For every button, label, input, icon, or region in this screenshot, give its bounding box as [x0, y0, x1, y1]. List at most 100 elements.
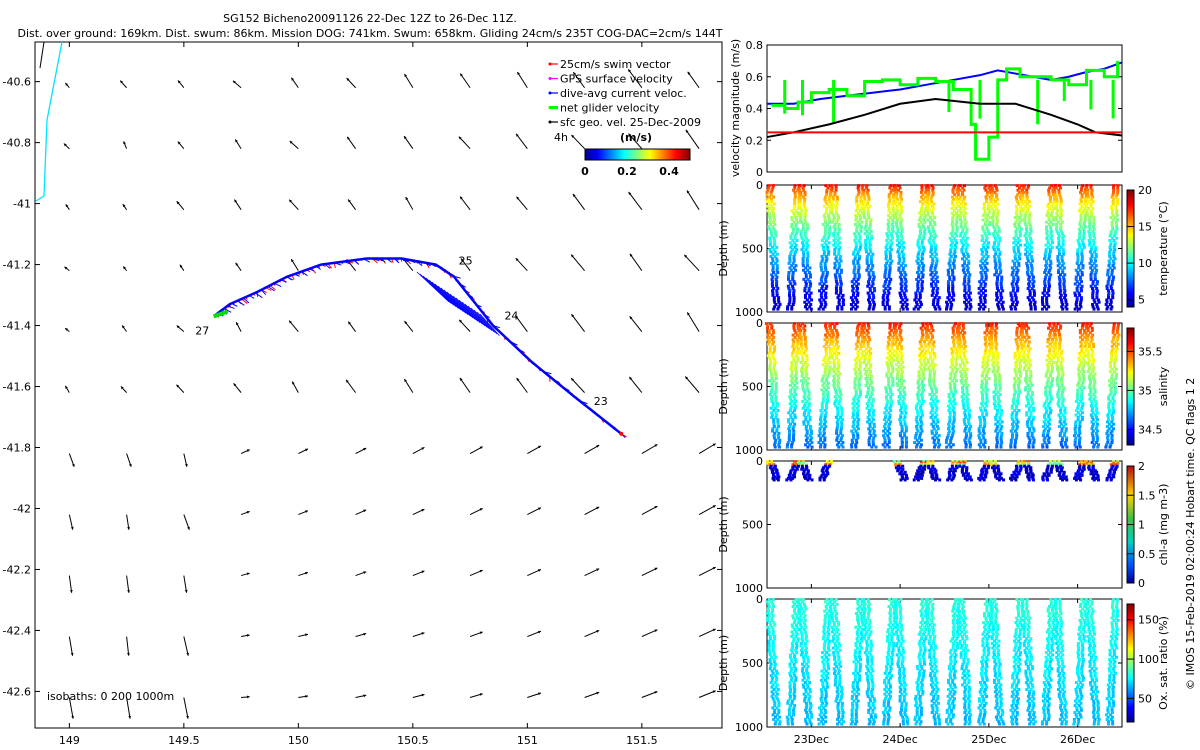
current-vector	[386, 258, 393, 263]
map-ytick-label: -41	[13, 198, 31, 211]
profile-point	[1028, 248, 1032, 252]
profile-point	[1017, 381, 1021, 385]
profile-point	[868, 245, 872, 249]
profile-point	[1110, 282, 1114, 286]
profile-point	[796, 206, 800, 210]
profile-point	[1047, 255, 1051, 259]
current-vector	[419, 273, 452, 304]
profile-point	[1028, 427, 1032, 431]
profile-point	[962, 266, 966, 270]
profile-point	[856, 268, 860, 272]
profile-point	[778, 303, 782, 307]
profile-point	[1080, 259, 1084, 263]
profile-point	[872, 409, 876, 413]
geo-velocity-vector	[68, 636, 74, 656]
profile-point	[801, 222, 805, 226]
profile-point	[1089, 275, 1093, 279]
profile-point	[1015, 271, 1019, 275]
profile-point	[896, 236, 900, 240]
profile-point	[1109, 257, 1113, 261]
profile-point	[921, 273, 925, 277]
profile-point	[869, 261, 873, 265]
profile-point	[833, 229, 837, 233]
profile-point	[824, 367, 828, 371]
profile-point	[822, 386, 826, 390]
profile-point	[958, 216, 962, 220]
profile-point	[835, 340, 839, 344]
profile-point	[823, 293, 827, 297]
profile-point	[920, 335, 924, 339]
profile-point	[823, 197, 827, 201]
profile-point	[864, 347, 868, 351]
profile-point	[924, 184, 928, 188]
profile-point	[885, 397, 889, 401]
profile-point	[1048, 427, 1052, 431]
profile-point	[789, 374, 793, 378]
profile-point	[960, 372, 964, 376]
profile-point	[855, 356, 859, 360]
profile-point	[1017, 409, 1021, 413]
profile-point	[866, 415, 870, 419]
profile-point	[1093, 273, 1097, 277]
profile-point	[866, 322, 870, 326]
profile-point	[821, 383, 825, 387]
profile-point	[1018, 195, 1022, 199]
profile-point	[945, 300, 949, 304]
profile-point	[795, 376, 799, 380]
profile-point	[824, 354, 828, 358]
profile-point	[934, 248, 938, 252]
profile-point	[1089, 273, 1093, 277]
profile-point	[994, 252, 998, 256]
profile-point	[983, 376, 987, 380]
profile-point	[999, 445, 1003, 449]
profile-point	[889, 190, 893, 194]
profile-point	[884, 386, 888, 390]
profile-point	[982, 356, 986, 360]
profile-point	[855, 305, 859, 309]
profile-point	[899, 193, 903, 197]
profile-point	[899, 271, 903, 275]
profile-point	[890, 344, 894, 348]
profile-point	[895, 200, 899, 204]
profile-point	[927, 229, 931, 233]
profile-point	[1017, 255, 1021, 259]
profile-point	[794, 363, 798, 367]
profile-point	[791, 441, 795, 445]
profile-point	[795, 351, 799, 355]
profile-point	[802, 238, 806, 242]
profile-point	[1029, 229, 1033, 233]
profile-point	[936, 441, 940, 445]
profile-point	[984, 344, 988, 348]
profile-point	[992, 248, 996, 252]
profile-point	[894, 213, 898, 217]
current-vector	[479, 313, 500, 336]
profile-point	[1020, 200, 1024, 204]
profile-point	[768, 248, 772, 252]
profile-point	[851, 252, 855, 256]
profile-point	[1023, 365, 1027, 369]
profile-point	[929, 356, 933, 360]
profile-point	[835, 393, 839, 397]
profile-point	[801, 186, 805, 190]
profile-point	[799, 193, 803, 197]
profile-point	[855, 415, 859, 419]
profile-point	[832, 360, 836, 364]
profile-point	[801, 261, 805, 265]
profile-point	[980, 381, 984, 385]
geo-velocity-arrowhead	[176, 325, 180, 329]
profile-point	[820, 406, 824, 410]
profile-point	[865, 333, 869, 337]
profile-point	[858, 213, 862, 217]
profile-point	[998, 376, 1002, 380]
profile-point	[855, 200, 859, 204]
profile-point	[858, 376, 862, 380]
profile-point	[934, 397, 938, 401]
profile-point	[953, 232, 957, 236]
profile-point	[937, 296, 941, 300]
section-ylabel: Depth (m)	[717, 358, 730, 414]
profile-point	[1061, 303, 1065, 307]
profile-point	[838, 245, 842, 249]
profile-point	[918, 293, 922, 297]
geo-velocity-arrowhead	[629, 253, 633, 257]
profile-point	[947, 431, 951, 435]
